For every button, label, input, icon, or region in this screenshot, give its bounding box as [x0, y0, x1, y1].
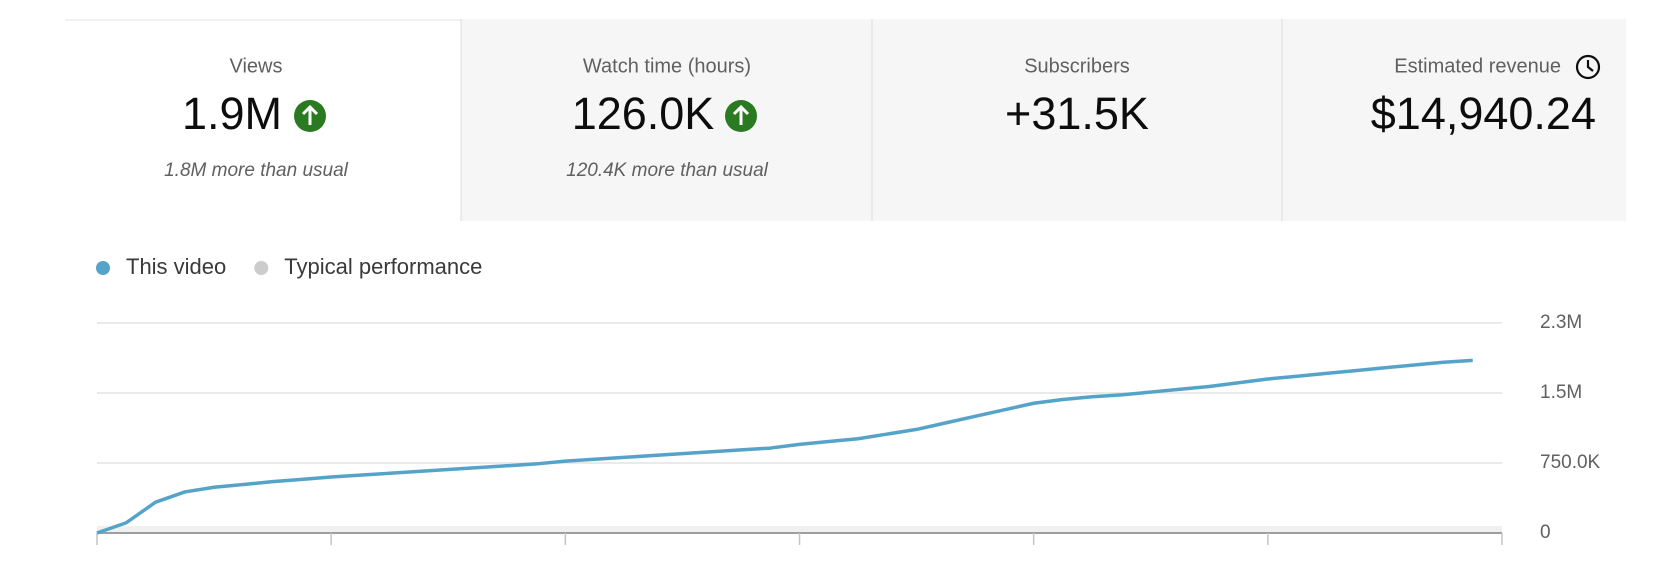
y-tick-label: 0: [1540, 522, 1551, 543]
up-arrow: [732, 104, 750, 125]
clock-icon: [1575, 54, 1601, 80]
y-tick-label: 1.5M: [1540, 382, 1582, 403]
card-label: Estimated revenue: [1394, 55, 1561, 77]
baseline-band: [97, 526, 1502, 533]
legend-label: This video: [126, 254, 226, 279]
up-arrow: [301, 104, 319, 125]
card[interactable]: Subscribers +31.5K: [1005, 55, 1149, 139]
series-line: [96, 358, 1473, 535]
legend-dot: [254, 261, 269, 275]
legend-dot: [96, 261, 110, 275]
card-label: Subscribers: [1024, 55, 1130, 77]
card[interactable]: Views 1.9M 1.8M more than usual: [164, 55, 349, 181]
y-tick-label: 2.3M: [1540, 312, 1582, 333]
clock-hands: [1586, 60, 1594, 72]
card-value: $14,940.24: [1371, 88, 1596, 139]
card[interactable]: Estimated revenue $14,940.24: [1371, 54, 1601, 139]
card[interactable]: Watch time (hours) 126.0K 120.4K more th…: [566, 55, 769, 181]
legend-label: Typical performance: [284, 254, 482, 279]
card-value: 126.0K: [572, 88, 715, 139]
card-note: 1.8M more than usual: [164, 160, 349, 181]
card-value: 1.9M: [182, 88, 282, 139]
card-background: [461, 19, 1626, 221]
card-note: 120.4K more than usual: [566, 160, 769, 181]
y-tick-label: 750.0K: [1540, 452, 1601, 473]
card-label: Watch time (hours): [583, 55, 751, 77]
card-value: +31.5K: [1005, 88, 1149, 139]
card-label: Views: [230, 55, 283, 77]
